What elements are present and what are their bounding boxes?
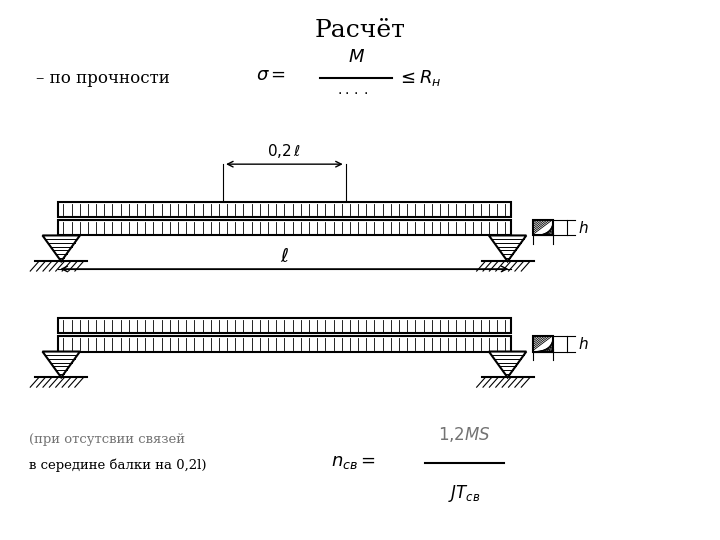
Polygon shape (489, 352, 526, 377)
Polygon shape (42, 352, 80, 377)
Text: $b$: $b$ (504, 241, 515, 257)
Text: (при отсутсвии связей: (при отсутсвии связей (29, 433, 185, 446)
Text: $b$: $b$ (504, 357, 515, 373)
Text: $\ell$: $\ell$ (280, 247, 289, 266)
Text: в середине балки на 0,2l): в середине балки на 0,2l) (29, 459, 207, 472)
Polygon shape (489, 235, 526, 261)
Text: $M$: $M$ (348, 48, 365, 66)
Bar (533, 220, 553, 235)
Text: $0{,}2\,\ell$: $0{,}2\,\ell$ (267, 142, 302, 160)
Bar (58, 336, 511, 352)
Bar (533, 336, 553, 352)
Text: $J T_{\mathit{св}}$: $J T_{\mathit{св}}$ (449, 483, 480, 504)
Polygon shape (42, 235, 80, 261)
Bar (58, 318, 511, 333)
Text: $\cdot\cdot\cdot\cdot$: $\cdot\cdot\cdot\cdot$ (337, 85, 369, 99)
Text: $\leq R_{\mathit{н}}$: $\leq R_{\mathit{н}}$ (397, 68, 442, 89)
Text: $n_{\mathit{св}} =$: $n_{\mathit{св}} =$ (331, 453, 376, 471)
Bar (58, 202, 511, 217)
Text: $h$: $h$ (578, 336, 589, 352)
Text: $h$: $h$ (578, 220, 589, 236)
Text: $1{,}2MS$: $1{,}2MS$ (438, 425, 491, 444)
Text: Расчёт: Расчёт (315, 19, 405, 42)
Bar (58, 220, 511, 235)
Text: $\sigma =$: $\sigma =$ (256, 65, 286, 84)
Text: – по прочности: – по прочности (36, 70, 170, 87)
